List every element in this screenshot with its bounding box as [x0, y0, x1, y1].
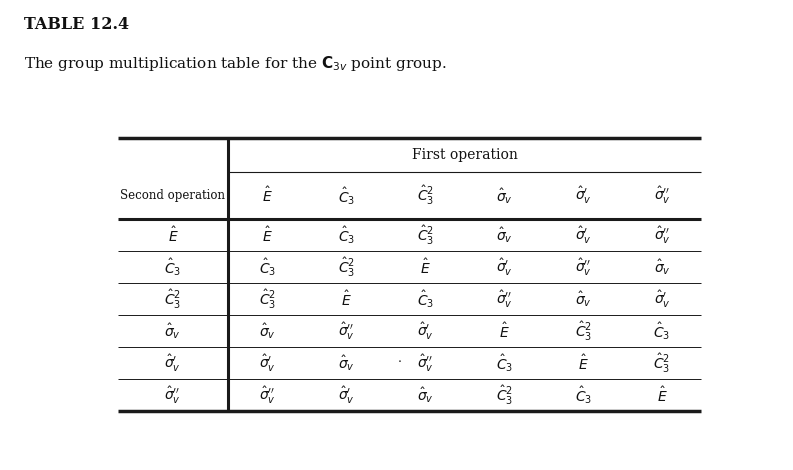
Text: $\hat{C}_3$: $\hat{C}_3$	[338, 224, 355, 246]
Text: $\hat{\sigma}_v$: $\hat{\sigma}_v$	[575, 290, 592, 309]
Text: $\hat{C}_3$: $\hat{C}_3$	[259, 257, 276, 278]
Text: $\hat{\sigma}_v'$: $\hat{\sigma}_v'$	[164, 352, 182, 374]
Text: $\hat{C}_3^2$: $\hat{C}_3^2$	[338, 256, 355, 279]
Text: $\hat{C}_3$: $\hat{C}_3$	[496, 352, 513, 374]
Text: $\hat{E}$: $\hat{E}$	[578, 353, 588, 373]
Text: $\hat{C}_3$: $\hat{C}_3$	[164, 257, 182, 278]
Text: $\hat{C}_3^2$: $\hat{C}_3^2$	[259, 288, 276, 311]
Text: $\hat{\sigma}_v$: $\hat{\sigma}_v$	[496, 186, 512, 205]
Text: $\hat{E}$: $\hat{E}$	[420, 258, 431, 277]
Text: $\hat{\sigma}_v''$: $\hat{\sigma}_v''$	[575, 257, 592, 278]
Text: $\hat{\sigma}_v$: $\hat{\sigma}_v$	[338, 353, 355, 373]
Text: $\hat{\sigma}_v''$: $\hat{\sigma}_v''$	[259, 384, 276, 406]
Text: $\hat{C}_3$: $\hat{C}_3$	[338, 185, 355, 206]
Text: $\hat{E}$: $\hat{E}$	[167, 226, 178, 245]
Text: $\hat{E}$: $\hat{E}$	[657, 385, 668, 405]
Text: $\hat{E}$: $\hat{E}$	[499, 321, 510, 341]
Text: $\hat{\sigma}_v$: $\hat{\sigma}_v$	[259, 321, 276, 341]
Text: $\hat{\sigma}_v''$: $\hat{\sigma}_v''$	[653, 185, 670, 206]
Text: Second operation: Second operation	[121, 189, 225, 202]
Text: $\hat{\sigma}_v'$: $\hat{\sigma}_v'$	[338, 384, 355, 406]
Text: $\hat{\sigma}_v'$: $\hat{\sigma}_v'$	[575, 225, 592, 246]
Text: $\hat{C}_3^2$: $\hat{C}_3^2$	[653, 352, 671, 375]
Text: $\hat{C}_3^2$: $\hat{C}_3^2$	[417, 224, 434, 247]
Text: $\hat{\sigma}_v'$: $\hat{\sigma}_v'$	[496, 257, 512, 278]
Text: $\hat{E}$: $\hat{E}$	[262, 186, 273, 205]
Text: $\hat{C}_3$: $\hat{C}_3$	[417, 289, 434, 310]
Text: TABLE 12.4: TABLE 12.4	[24, 16, 129, 33]
Text: $\hat{\sigma}_v'$: $\hat{\sigma}_v'$	[259, 352, 276, 374]
Text: $\hat{\sigma}_v''$: $\hat{\sigma}_v''$	[653, 225, 670, 246]
Text: $\hat{C}_3^2$: $\hat{C}_3^2$	[496, 384, 513, 407]
Text: First operation: First operation	[412, 148, 518, 162]
Text: $\cdot$: $\cdot$	[397, 354, 402, 367]
Text: $\hat{C}_3^2$: $\hat{C}_3^2$	[164, 288, 182, 311]
Text: $\hat{\sigma}_v'$: $\hat{\sigma}_v'$	[417, 321, 434, 342]
Text: $\hat{C}_3$: $\hat{C}_3$	[574, 384, 592, 406]
Text: $\hat{\sigma}_v$: $\hat{\sigma}_v$	[496, 226, 512, 245]
Text: $\hat{\sigma}_v''$: $\hat{\sigma}_v''$	[417, 352, 434, 374]
Text: $\hat{E}$: $\hat{E}$	[262, 226, 273, 245]
Text: $\hat{\sigma}_v$: $\hat{\sigma}_v$	[164, 321, 182, 341]
Text: $\hat{E}$: $\hat{E}$	[341, 290, 352, 309]
Text: $\hat{\sigma}_v'$: $\hat{\sigma}_v'$	[575, 185, 592, 206]
Text: $\hat{C}_3$: $\hat{C}_3$	[653, 321, 671, 342]
Text: $\hat{\sigma}_v''$: $\hat{\sigma}_v''$	[164, 384, 182, 406]
Text: $\hat{\sigma}_v''$: $\hat{\sigma}_v''$	[338, 321, 355, 342]
Text: $\hat{\sigma}_v$: $\hat{\sigma}_v$	[417, 385, 434, 405]
Text: The group multiplication table for the $\mathbf{C}_{3v}$ point group.: The group multiplication table for the $…	[24, 54, 446, 73]
Text: $\hat{\sigma}_v$: $\hat{\sigma}_v$	[653, 258, 670, 277]
Text: $\hat{\sigma}_v''$: $\hat{\sigma}_v''$	[496, 289, 512, 310]
Text: $\hat{C}_3^2$: $\hat{C}_3^2$	[417, 184, 434, 207]
Text: $\hat{C}_3^2$: $\hat{C}_3^2$	[574, 320, 592, 343]
Text: $\hat{\sigma}_v'$: $\hat{\sigma}_v'$	[653, 289, 670, 310]
